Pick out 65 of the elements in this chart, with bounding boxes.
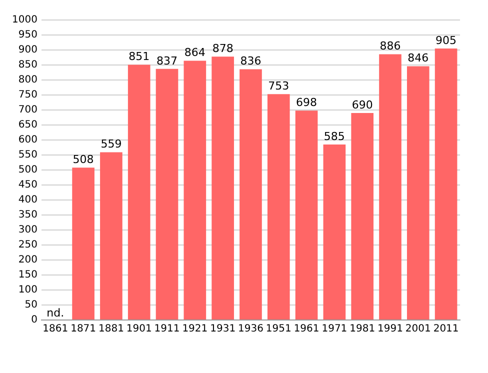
y-tick-label: 450 bbox=[18, 180, 38, 191]
y-tick-label: 500 bbox=[18, 164, 38, 176]
x-tick-label: 2011 bbox=[433, 324, 459, 335]
x-tick-label: 1971 bbox=[322, 324, 348, 335]
y-tick-label: 400 bbox=[18, 194, 38, 206]
data-label: 698 bbox=[296, 96, 318, 109]
data-label: 837 bbox=[156, 54, 178, 68]
y-tick-label: 350 bbox=[18, 210, 38, 221]
bar bbox=[295, 110, 318, 320]
x-tick-label: 1961 bbox=[294, 324, 320, 335]
x-tick-label: 1911 bbox=[154, 324, 180, 335]
data-label: 851 bbox=[128, 50, 150, 64]
y-tick-label: 1000 bbox=[12, 14, 38, 26]
bar bbox=[128, 64, 150, 320]
data-label: 846 bbox=[408, 52, 429, 65]
bar bbox=[72, 168, 94, 320]
data-label: 886 bbox=[380, 40, 401, 53]
bar bbox=[267, 94, 290, 320]
data-label: 905 bbox=[436, 34, 457, 47]
bar bbox=[323, 144, 346, 320]
x-tick-label: 1881 bbox=[98, 324, 124, 335]
y-tick-label: 550 bbox=[18, 150, 38, 161]
x-tick-label: 1951 bbox=[266, 324, 292, 335]
bar bbox=[184, 60, 206, 320]
data-label: 864 bbox=[184, 46, 206, 60]
bar bbox=[156, 68, 178, 320]
y-tick-label: 150 bbox=[18, 270, 38, 281]
y-tick-label: 700 bbox=[18, 104, 38, 116]
bar bbox=[240, 69, 262, 320]
data-label: 585 bbox=[324, 130, 345, 143]
bar bbox=[212, 56, 234, 320]
y-tick-label: 300 bbox=[18, 224, 38, 236]
x-tick-label: 1981 bbox=[350, 324, 376, 335]
x-tick-label: 2001 bbox=[405, 324, 431, 335]
x-tick-label: 1901 bbox=[126, 324, 152, 335]
x-tick-label: 1921 bbox=[182, 324, 208, 335]
y-tick-label: 0 bbox=[31, 314, 38, 326]
data-label: 836 bbox=[240, 54, 262, 68]
y-tick-label: 250 bbox=[18, 240, 38, 251]
y-tick-label: 100 bbox=[18, 284, 38, 296]
x-tick-label: 1931 bbox=[210, 324, 236, 335]
x-tick-label: 1991 bbox=[378, 324, 403, 335]
y-tick-label: 200 bbox=[18, 254, 38, 266]
data-label: 508 bbox=[72, 152, 94, 166]
text: nd. bbox=[46, 306, 64, 320]
bar bbox=[406, 66, 430, 320]
bar bbox=[434, 48, 458, 320]
x-tick-label: 1861 bbox=[42, 324, 68, 335]
data-label: 559 bbox=[100, 138, 122, 151]
x-tick-label: 1871 bbox=[70, 324, 96, 335]
y-tick-label: 850 bbox=[18, 60, 38, 71]
bar bbox=[379, 54, 402, 320]
y-tick-label: 600 bbox=[18, 134, 38, 146]
y-tick-label: 50 bbox=[24, 300, 38, 311]
x-tick-label: 1936 bbox=[238, 324, 264, 335]
y-tick-label: 950 bbox=[18, 30, 38, 41]
y-tick-label: 650 bbox=[18, 120, 38, 131]
data-label: 753 bbox=[268, 79, 290, 92]
data-label: 690 bbox=[352, 98, 373, 112]
y-tick-label: 750 bbox=[18, 90, 38, 101]
bar bbox=[351, 113, 374, 320]
data-label: 878 bbox=[212, 42, 234, 55]
bar bbox=[100, 152, 122, 320]
y-tick-label: 900 bbox=[18, 44, 38, 56]
y-tick-label: 800 bbox=[18, 74, 38, 86]
